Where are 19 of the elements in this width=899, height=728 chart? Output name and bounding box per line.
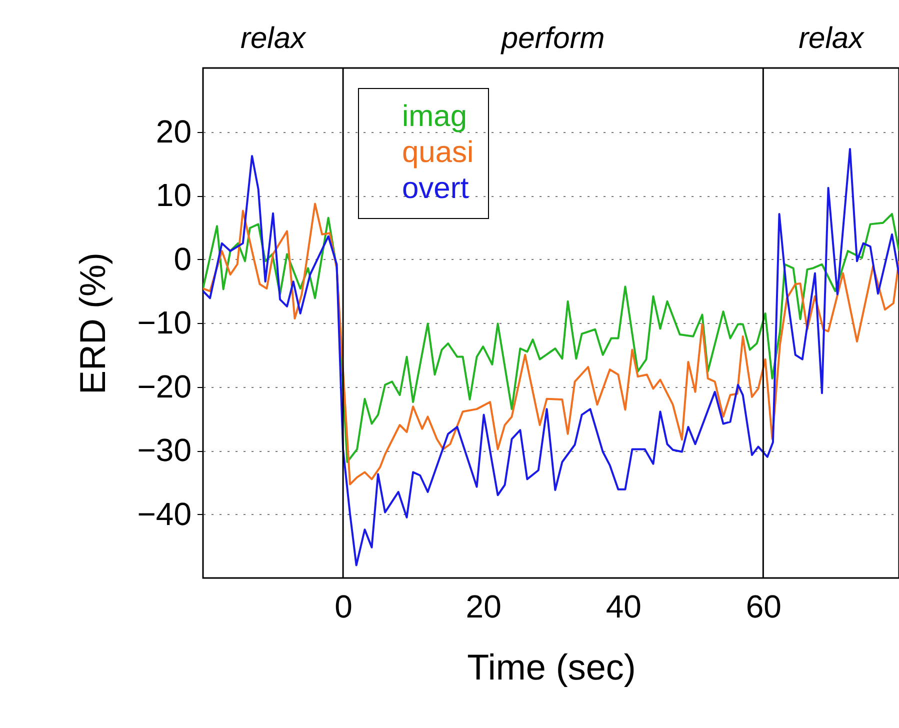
text: imag — [402, 100, 468, 133]
y-tick-label: −20 — [137, 368, 192, 404]
y-tick-label: 10 — [156, 177, 192, 213]
text: perform — [500, 22, 605, 55]
x-tick-label: 40 — [606, 588, 642, 624]
y-tick-label: 20 — [156, 113, 192, 150]
text: relax — [240, 22, 307, 55]
x-axis-title: Time (sec) — [467, 646, 636, 688]
y-tick-label: −30 — [137, 432, 192, 468]
x-tick-label: 60 — [746, 588, 782, 624]
text: overt — [402, 172, 470, 205]
x-tick-label: 20 — [466, 588, 502, 624]
text: quasi — [402, 136, 474, 169]
y-tick-label: 0 — [174, 240, 192, 277]
y-tick-label: −10 — [137, 304, 192, 340]
x-tick-label: 0 — [334, 588, 352, 624]
text: relax — [798, 22, 865, 55]
y-tick-label: −40 — [137, 496, 192, 532]
y-axis-title: ERD (%) — [72, 252, 114, 394]
